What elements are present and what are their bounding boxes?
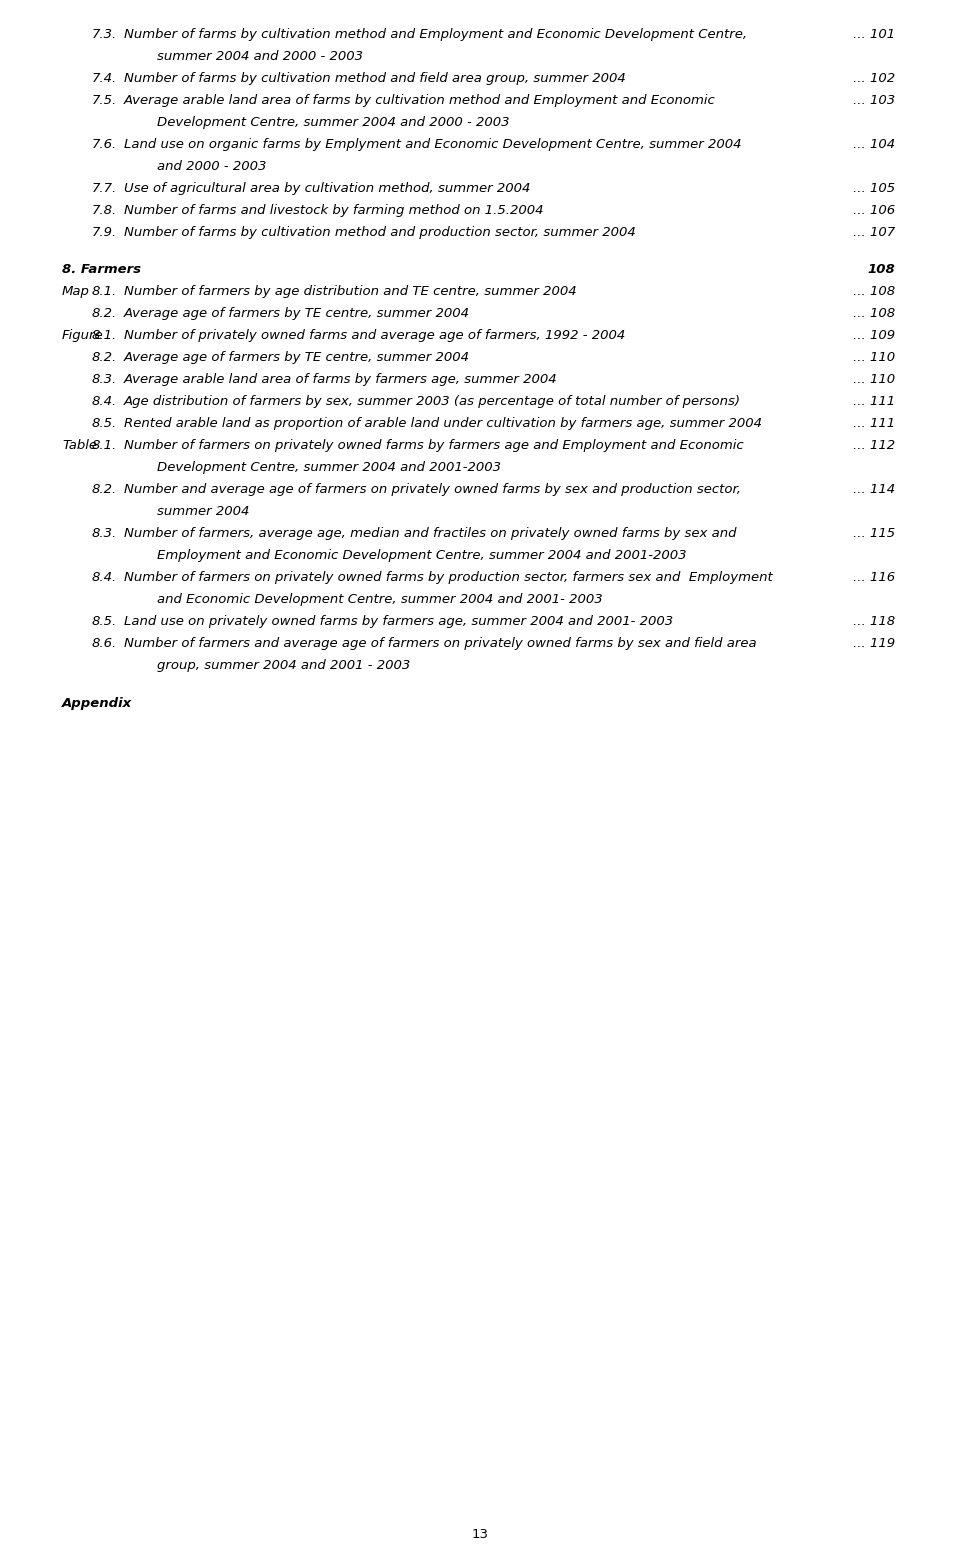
- Text: Average arable land area of farms by farmers age, summer 2004: Average arable land area of farms by far…: [124, 373, 558, 387]
- Text: 8. Farmers: 8. Farmers: [62, 264, 141, 276]
- Text: ... 115: ... 115: [852, 528, 895, 540]
- Text: Table: Table: [62, 439, 97, 453]
- Text: 8.3.: 8.3.: [92, 528, 117, 540]
- Text: Age distribution of farmers by sex, summer 2003 (as percentage of total number o: Age distribution of farmers by sex, summ…: [124, 395, 741, 409]
- Text: 8.5.: 8.5.: [92, 417, 117, 431]
- Text: 7.9.: 7.9.: [92, 226, 117, 239]
- Text: Use of agricultural area by cultivation method, summer 2004: Use of agricultural area by cultivation …: [124, 183, 530, 195]
- Text: Average age of farmers by TE centre, summer 2004: Average age of farmers by TE centre, sum…: [124, 308, 470, 320]
- Text: ... 114: ... 114: [852, 484, 895, 496]
- Text: Number of farms by cultivation method and field area group, summer 2004: Number of farms by cultivation method an…: [124, 72, 626, 84]
- Text: and Economic Development Centre, summer 2004 and 2001- 2003: and Economic Development Centre, summer …: [157, 593, 603, 606]
- Text: 7.3.: 7.3.: [92, 28, 117, 41]
- Text: Figure: Figure: [62, 329, 104, 342]
- Text: 7.5.: 7.5.: [92, 94, 117, 108]
- Text: and 2000 - 2003: and 2000 - 2003: [157, 159, 266, 173]
- Text: ... 118: ... 118: [852, 615, 895, 629]
- Text: ... 104: ... 104: [852, 137, 895, 151]
- Text: 8.6.: 8.6.: [92, 637, 117, 651]
- Text: ... 111: ... 111: [852, 417, 895, 431]
- Text: 7.4.: 7.4.: [92, 72, 117, 84]
- Text: Appendix: Appendix: [62, 696, 132, 710]
- Text: 8.1.: 8.1.: [92, 329, 117, 342]
- Text: ... 111: ... 111: [852, 395, 895, 409]
- Text: Number of farms and livestock by farming method on 1.5.2004: Number of farms and livestock by farming…: [124, 204, 543, 217]
- Text: Rented arable land as proportion of arable land under cultivation by farmers age: Rented arable land as proportion of arab…: [124, 417, 762, 431]
- Text: 8.2.: 8.2.: [92, 351, 117, 364]
- Text: ... 103: ... 103: [852, 94, 895, 108]
- Text: Land use on privately owned farms by farmers age, summer 2004 and 2001- 2003: Land use on privately owned farms by far…: [124, 615, 673, 629]
- Text: 13: 13: [471, 1528, 489, 1541]
- Text: group, summer 2004 and 2001 - 2003: group, summer 2004 and 2001 - 2003: [157, 659, 410, 673]
- Text: 8.1.: 8.1.: [92, 286, 117, 298]
- Text: Map: Map: [62, 286, 90, 298]
- Text: Number and average age of farmers on privately owned farms by sex and production: Number and average age of farmers on pri…: [124, 484, 741, 496]
- Text: ... 107: ... 107: [852, 226, 895, 239]
- Text: ... 101: ... 101: [852, 28, 895, 41]
- Text: Number of farms by cultivation method and Employment and Economic Development Ce: Number of farms by cultivation method an…: [124, 28, 747, 41]
- Text: Number of farmers, average age, median and fractiles on privately owned farms by: Number of farmers, average age, median a…: [124, 528, 736, 540]
- Text: ... 108: ... 108: [852, 286, 895, 298]
- Text: Development Centre, summer 2004 and 2000 - 2003: Development Centre, summer 2004 and 2000…: [157, 116, 510, 130]
- Text: ... 109: ... 109: [852, 329, 895, 342]
- Text: ... 106: ... 106: [852, 204, 895, 217]
- Text: Average arable land area of farms by cultivation method and Employment and Econo: Average arable land area of farms by cul…: [124, 94, 716, 108]
- Text: ... 102: ... 102: [852, 72, 895, 84]
- Text: 8.4.: 8.4.: [92, 571, 117, 584]
- Text: ... 108: ... 108: [852, 308, 895, 320]
- Text: 8.3.: 8.3.: [92, 373, 117, 387]
- Text: Average age of farmers by TE centre, summer 2004: Average age of farmers by TE centre, sum…: [124, 351, 470, 364]
- Text: 108: 108: [867, 264, 895, 276]
- Text: Number of privately owned farms and average age of farmers, 1992 - 2004: Number of privately owned farms and aver…: [124, 329, 625, 342]
- Text: Number of farms by cultivation method and production sector, summer 2004: Number of farms by cultivation method an…: [124, 226, 636, 239]
- Text: 8.2.: 8.2.: [92, 308, 117, 320]
- Text: Land use on organic farms by Emplyment and Economic Development Centre, summer 2: Land use on organic farms by Emplyment a…: [124, 137, 741, 151]
- Text: summer 2004 and 2000 - 2003: summer 2004 and 2000 - 2003: [157, 50, 363, 62]
- Text: 8.1.: 8.1.: [92, 439, 117, 453]
- Text: ... 110: ... 110: [852, 373, 895, 387]
- Text: 8.2.: 8.2.: [92, 484, 117, 496]
- Text: ... 105: ... 105: [852, 183, 895, 195]
- Text: 7.7.: 7.7.: [92, 183, 117, 195]
- Text: 7.6.: 7.6.: [92, 137, 117, 151]
- Text: ... 119: ... 119: [852, 637, 895, 651]
- Text: Number of farmers by age distribution and TE centre, summer 2004: Number of farmers by age distribution an…: [124, 286, 577, 298]
- Text: ... 116: ... 116: [852, 571, 895, 584]
- Text: Number of farmers on privately owned farms by farmers age and Employment and Eco: Number of farmers on privately owned far…: [124, 439, 744, 453]
- Text: Number of farmers and average age of farmers on privately owned farms by sex and: Number of farmers and average age of far…: [124, 637, 756, 651]
- Text: Development Centre, summer 2004 and 2001-2003: Development Centre, summer 2004 and 2001…: [157, 462, 501, 475]
- Text: ... 112: ... 112: [852, 439, 895, 453]
- Text: summer 2004: summer 2004: [157, 506, 250, 518]
- Text: 7.8.: 7.8.: [92, 204, 117, 217]
- Text: 8.4.: 8.4.: [92, 395, 117, 409]
- Text: Number of farmers on privately owned farms by production sector, farmers sex and: Number of farmers on privately owned far…: [124, 571, 773, 584]
- Text: Employment and Economic Development Centre, summer 2004 and 2001-2003: Employment and Economic Development Cent…: [157, 549, 686, 562]
- Text: ... 110: ... 110: [852, 351, 895, 364]
- Text: 8.5.: 8.5.: [92, 615, 117, 629]
